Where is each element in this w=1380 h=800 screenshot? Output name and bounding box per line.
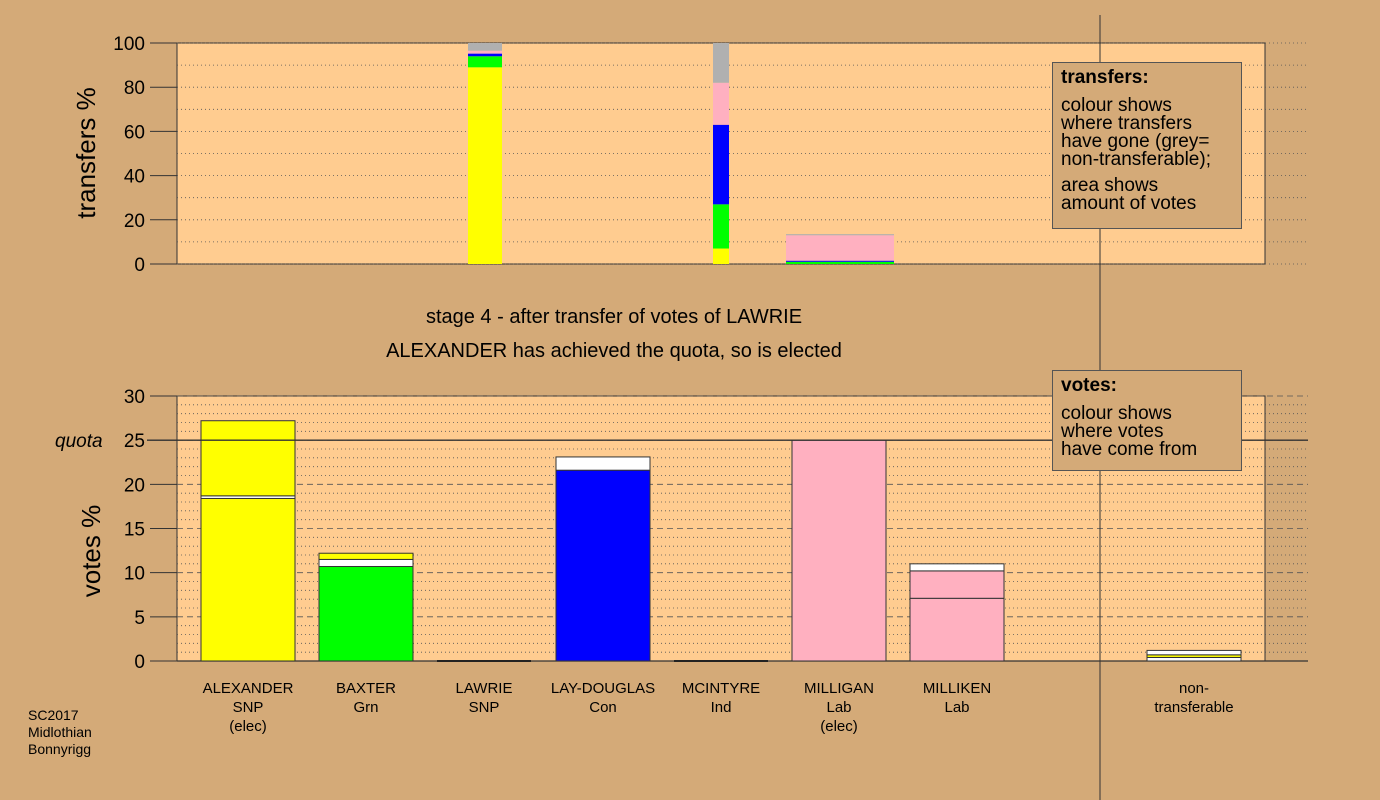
y-tick-label: 0 (134, 652, 145, 673)
category-label: transferable (1154, 699, 1233, 716)
transfer-segment (786, 234, 894, 236)
category-label: LAY-DOUGLAS (551, 680, 655, 697)
vote-segment (318, 558, 414, 567)
transfers-bars (468, 43, 894, 264)
votes-legend: votes: colour shows where votes have com… (1052, 370, 1242, 471)
vote-segment (200, 420, 296, 497)
transfer-segment (786, 261, 894, 264)
category-label: Con (589, 699, 617, 716)
transfers-y-axis-label: transfers % (71, 87, 101, 219)
votes-y-axis-label: votes % (76, 505, 106, 598)
category-label: LAWRIE (456, 680, 513, 697)
stage-subtitle: ALEXANDER has achieved the quota, so is … (386, 340, 842, 362)
y-tick-label: 100 (113, 34, 145, 55)
category-label: Lab (944, 699, 969, 716)
transfer-segment (468, 43, 502, 51)
category-label: Lab (826, 699, 851, 716)
category-label: (elec) (229, 718, 267, 735)
vote-segment (200, 497, 296, 662)
category-label: MILLIGAN (804, 680, 874, 697)
legend-line: colour shows (1061, 403, 1172, 424)
votes-legend-text: colour shows where votes have come from (1061, 403, 1233, 460)
vote-segment (909, 563, 1005, 572)
category-label: ALEXANDER (203, 680, 294, 697)
y-tick-label: 80 (124, 78, 145, 99)
transfers-legend-text-a: colour shows where transfers have gone (… (1061, 95, 1233, 170)
legend-line: amount of votes (1061, 193, 1197, 214)
y-tick-label: 0 (134, 255, 145, 276)
transfer-segment (786, 260, 894, 262)
transfers-y-ticks: 0 20 40 60 80 100 (113, 34, 177, 276)
vote-segment (555, 456, 651, 471)
legend-line: where votes (1061, 421, 1164, 442)
vote-segment (555, 469, 651, 662)
transfer-segment (713, 43, 729, 83)
legend-line: non-transferable); (1061, 149, 1211, 170)
quota-label: quota (55, 431, 103, 452)
legend-line: have gone (grey= (1061, 131, 1210, 152)
legend-line: area shows (1061, 175, 1159, 196)
y-tick-label: 20 (124, 211, 145, 232)
transfers-legend-heading: transfers: (1061, 67, 1149, 88)
y-tick-label: 60 (124, 122, 145, 143)
transfer-segment (468, 50, 502, 54)
y-tick-label: 25 (124, 431, 145, 452)
category-label: SNP (469, 699, 500, 716)
transfer-segment (713, 82, 729, 125)
vote-segment (909, 570, 1005, 599)
y-tick-label: 40 (124, 167, 145, 188)
y-tick-label: 5 (134, 608, 145, 629)
vote-segment (318, 552, 414, 560)
footer-line-1: SC2017 (28, 707, 79, 723)
transfer-segment (713, 204, 729, 249)
transfer-segment (468, 67, 502, 264)
category-label: MILLIKEN (923, 680, 991, 697)
legend-line: have come from (1061, 439, 1198, 460)
stage-title: stage 4 - after transfer of votes of LAW… (426, 306, 802, 328)
y-tick-label: 15 (124, 520, 145, 541)
votes-legend-heading: votes: (1061, 375, 1117, 396)
category-label: (elec) (820, 718, 858, 735)
transfers-legend: transfers: colour shows where transfers … (1052, 62, 1242, 229)
legend-line: colour shows (1061, 95, 1172, 116)
y-tick-label: 20 (124, 475, 145, 496)
category-label: Grn (353, 699, 378, 716)
votes-y-ticks: 0 5 10 15 20 25 30 (124, 387, 177, 673)
transfers-gridlines (177, 42, 1308, 265)
footer-line-3: Bonnyrigg (28, 741, 91, 757)
category-label: non- (1179, 680, 1209, 697)
transfer-segment (786, 235, 894, 261)
footer-line-2: Midlothian (28, 724, 92, 740)
vote-segment (318, 565, 414, 662)
votes-category-labels: ALEXANDER SNP (elec) BAXTER Grn LAWRIE SNP LAY-… (203, 680, 1234, 735)
category-label: Ind (711, 699, 732, 716)
transfer-segment (468, 56, 502, 68)
vote-segment (1146, 649, 1242, 656)
transfer-segment (468, 53, 502, 57)
transfers-legend-text-b: area shows amount of votes (1061, 175, 1233, 214)
vote-segment (791, 439, 887, 662)
y-tick-label: 10 (124, 564, 145, 585)
y-tick-label: 30 (124, 387, 145, 408)
transfer-segment (713, 124, 729, 205)
transfer-segment (713, 248, 729, 264)
category-label: MCINTYRE (682, 680, 760, 697)
vote-segment (1146, 656, 1242, 662)
category-label: BAXTER (336, 680, 396, 697)
vote-segment (909, 597, 1005, 662)
category-label: SNP (233, 699, 264, 716)
votes-bars (200, 420, 1242, 662)
legend-line: where transfers (1061, 113, 1192, 134)
